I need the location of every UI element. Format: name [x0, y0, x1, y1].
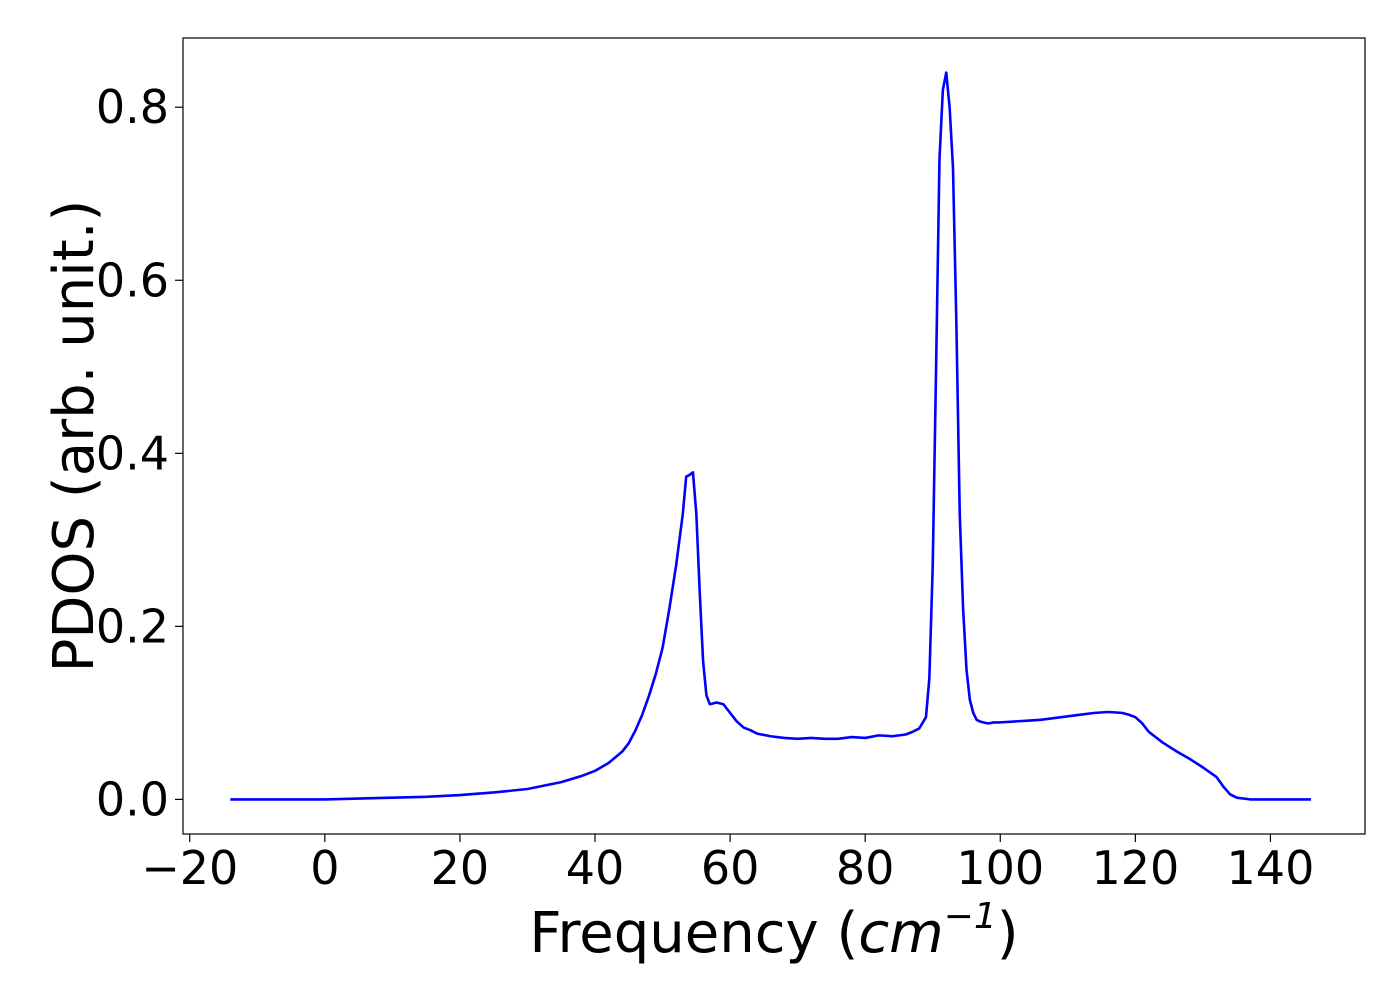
- ticks-group: −20 0 20 40 60 80 100 120 140 0.0 0.2 0.4 0.6 0.8: [96, 80, 1315, 895]
- pdos-series-line: [230, 71, 1311, 801]
- x-tick-label: 20: [431, 841, 490, 895]
- y-tick-label: 0.8: [96, 80, 169, 134]
- y-tick-label: 0.2: [96, 599, 169, 653]
- x-tick-label: 120: [1091, 841, 1179, 895]
- x-axis-label-end: ): [997, 901, 1019, 966]
- x-tick-label: −20: [141, 841, 238, 895]
- x-tick-label: 40: [566, 841, 625, 895]
- y-axis-label: PDOS (arb. unit.): [42, 200, 107, 673]
- x-axis-label-exponent: −1: [944, 896, 997, 937]
- x-axis-label-main: Frequency (: [529, 901, 858, 966]
- x-tick-label: 80: [836, 841, 895, 895]
- y-tick-label: 0.4: [96, 426, 169, 480]
- x-tick-label: 100: [956, 841, 1044, 895]
- x-axis-label-variable: cm: [858, 901, 943, 966]
- x-axis-label: Frequency (cm−1): [529, 896, 1018, 966]
- plot-frame: [182, 37, 1366, 835]
- x-tick-label: 0: [310, 841, 339, 895]
- y-tick-label: 0.6: [96, 253, 169, 307]
- y-tick-label: 0.0: [96, 772, 169, 826]
- x-tick-label: 60: [701, 841, 760, 895]
- x-tick-label: 140: [1227, 841, 1315, 895]
